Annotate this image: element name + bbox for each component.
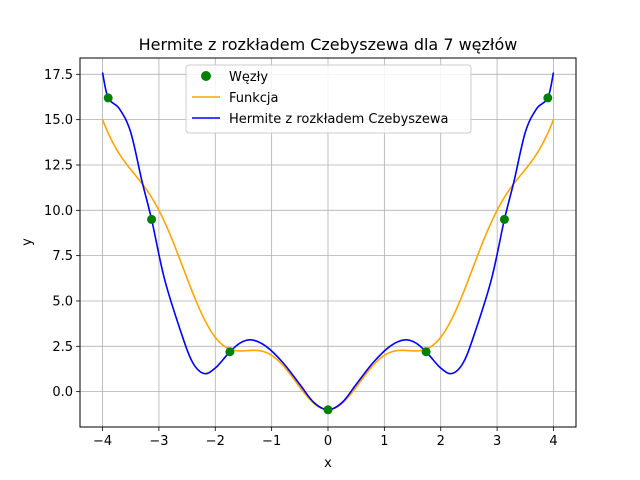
y-tick-label: 10.0 — [44, 204, 73, 219]
x-axis-label: x — [324, 456, 332, 471]
x-axis: −4 −3 −2 −1 0 1 2 3 4 — [93, 427, 558, 449]
node-point — [499, 214, 509, 224]
y-axis: 0.0 2.5 5.0 7.5 10.0 12.5 15.0 17.5 — [44, 68, 80, 400]
x-tick-label: 4 — [549, 434, 557, 449]
legend-box — [185, 64, 472, 134]
x-tick-label: 3 — [493, 434, 501, 449]
y-axis-label: y — [20, 238, 35, 246]
y-tick-label: 15.0 — [44, 113, 73, 128]
legend-marker-nodes — [201, 71, 211, 81]
chart-title: Hermite z rozkładem Czebyszewa dla 7 węz… — [139, 35, 518, 54]
x-tick-label: −1 — [262, 434, 281, 449]
node-point — [543, 93, 553, 103]
x-tick-label: 0 — [324, 434, 332, 449]
node-point — [103, 93, 113, 103]
legend-label-hermite: Hermite z rozkładem Czebyszewa — [229, 112, 448, 127]
y-tick-label: 17.5 — [44, 68, 73, 83]
node-point — [323, 405, 333, 415]
x-tick-label: 2 — [437, 434, 445, 449]
node-point — [147, 214, 157, 224]
plot-markers — [103, 93, 553, 415]
x-tick-label: −3 — [149, 434, 168, 449]
y-tick-label: 12.5 — [44, 158, 73, 173]
y-tick-label: 5.0 — [52, 294, 73, 309]
y-tick-label: 0.0 — [52, 385, 73, 400]
x-tick-label: −4 — [93, 434, 112, 449]
legend-label-nodes: Węzły — [229, 70, 268, 85]
x-tick-label: −2 — [206, 434, 225, 449]
legend-label-function: Funkcja — [229, 91, 279, 106]
y-tick-label: 7.5 — [52, 249, 73, 264]
node-point — [421, 347, 431, 357]
y-tick-label: 2.5 — [52, 340, 73, 355]
x-tick-label: 1 — [380, 434, 388, 449]
node-point — [225, 347, 235, 357]
legend: Węzły Funkcja Hermite z rozkładem Czebys… — [185, 64, 472, 134]
